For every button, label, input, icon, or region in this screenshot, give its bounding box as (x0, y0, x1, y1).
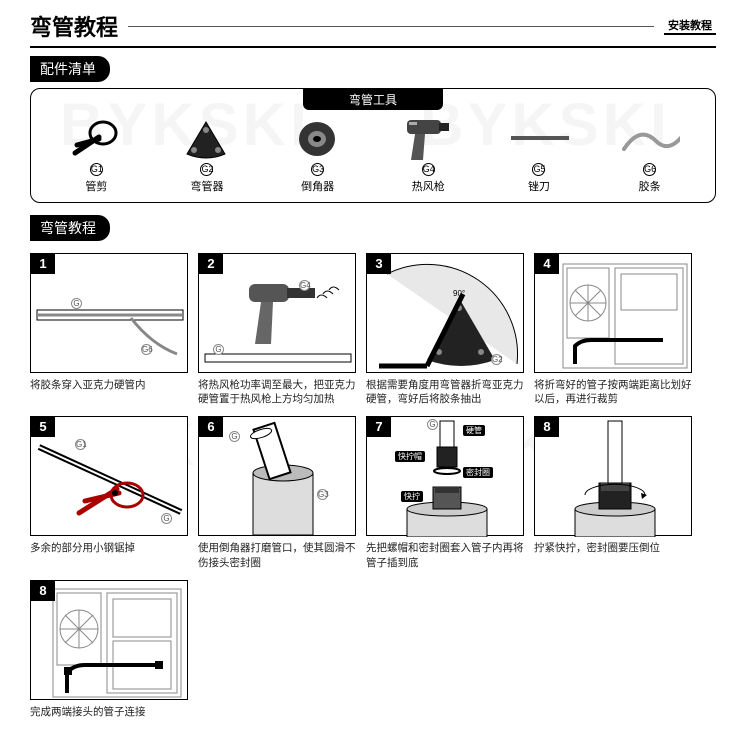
step-caption: 多余的部分用小钢锯掉 (30, 541, 188, 555)
tool-idx: G4 (422, 163, 435, 176)
callout-dot: G6 (141, 344, 152, 355)
page-header: 弯管教程 安装教程 (30, 10, 716, 48)
tools-row: G1 管剪 G2 弯管器 G3 倒角器 G4 热风枪 G5 锉刀 (41, 116, 705, 194)
steps-grid: 1 G G6 将胶条穿入亚克力硬管内 2 (30, 253, 716, 719)
step-caption: 将胶条穿入亚克力硬管内 (30, 378, 188, 392)
tool-label: 胶条 (639, 178, 661, 194)
chamfer-icon (295, 118, 340, 160)
step-caption: 先把螺帽和密封圈套入管子内再将管子插到底 (366, 541, 524, 569)
label-nut: 快拧帽 (395, 451, 425, 462)
callout-dot: G1 (75, 439, 86, 450)
label-tube: 硬管 (463, 425, 485, 436)
step-caption: 将热风枪功率调至最大，把亚克力硬管置于热风枪上方均匀加热 (198, 378, 356, 406)
tool-file: G5 锉刀 (486, 116, 592, 194)
file-icon (509, 129, 569, 149)
step-caption: 使用倒角器打磨管口，使其圆滑不伤接头密封圈 (198, 541, 356, 569)
bender-icon (179, 118, 234, 160)
step-number: 1 (31, 254, 55, 274)
step-3: 3 90° G2 根据需要角度用弯管器折弯亚克力硬管，弯好后将胶条抽出 (366, 253, 524, 406)
label-seal: 密封圈 (463, 467, 493, 478)
step-number: 6 (199, 417, 223, 437)
tool-label: 锉刀 (528, 178, 550, 194)
step-9: 8 完成两端接头的管子连接 (30, 580, 188, 719)
tool-chamfer: G3 倒角器 (265, 116, 371, 194)
callout-dot: G3 (317, 489, 328, 500)
tool-cord: G6 胶条 (596, 116, 702, 194)
step-caption: 根据需要角度用弯管器折弯亚克力硬管，弯好后将胶条抽出 (366, 378, 524, 406)
step-number: 4 (535, 254, 559, 274)
tool-idx: G2 (200, 163, 213, 176)
tool-heatgun: G4 热风枪 (375, 116, 481, 194)
callout-dot: G (71, 298, 82, 309)
tool-label: 管剪 (85, 178, 107, 194)
step-number: 2 (199, 254, 223, 274)
tool-cutter: G1 管剪 (43, 116, 149, 194)
step-2: 2 G4 G 将热风枪功率调至最大，把亚克力硬管置于热风枪上方均匀加热 (198, 253, 356, 406)
tools-box: 弯管工具 G1 管剪 G2 弯管器 G3 倒角器 G4 热风枪 (30, 88, 716, 203)
header-rule (128, 26, 654, 27)
tool-label: 倒角器 (301, 178, 334, 194)
step-caption: 完成两端接头的管子连接 (30, 705, 188, 719)
tool-idx: G1 (90, 163, 103, 176)
tool-idx: G3 (311, 163, 324, 176)
callout-dot: G (213, 344, 224, 355)
cutter-icon (69, 119, 124, 159)
step-7: 7 G 硬管 快拧帽 密封圈 快拧 先把螺帽和密封圈套入管子内再将管子插到底 (366, 416, 524, 569)
tools-title: 弯管工具 (303, 89, 443, 110)
page-title: 弯管教程 (30, 10, 118, 42)
step-caption: 将折弯好的管子按两端距离比划好以后，再进行裁剪 (534, 378, 692, 406)
step-4: 4 将折弯好的管子按两端距离比划好以后，再进行裁剪 (534, 253, 692, 406)
step-number: 3 (367, 254, 391, 274)
cord-icon (620, 121, 680, 156)
heatgun-icon (401, 114, 456, 164)
step-1: 1 G G6 将胶条穿入亚克力硬管内 (30, 253, 188, 406)
step-caption: 拧紧快拧，密封圈要压倒位 (534, 541, 692, 555)
step-6: 6 G G3 使用倒角器打磨管口，使其圆滑不伤接头密封圈 (198, 416, 356, 569)
callout-dot: G2 (491, 354, 502, 365)
step-5: 5 G1 G 多余的部分用小钢锯掉 (30, 416, 188, 569)
header-subtitle: 安装教程 (664, 17, 716, 35)
label-fit: 快拧 (401, 491, 423, 502)
step-8: 8 拧紧快拧，密封圈要压倒位 (534, 416, 692, 569)
step-number: 8 (535, 417, 559, 437)
callout-dot: G4 (299, 280, 310, 291)
tool-idx: G5 (532, 163, 545, 176)
step-number: 8 (31, 581, 55, 601)
section-tag-tutorial: 弯管教程 (30, 215, 110, 241)
tool-idx: G6 (643, 163, 656, 176)
step-number: 5 (31, 417, 55, 437)
tool-label: 弯管器 (190, 178, 223, 194)
step-number: 7 (367, 417, 391, 437)
tool-bender: G2 弯管器 (154, 116, 260, 194)
section-tag-parts: 配件清单 (30, 56, 110, 82)
tool-label: 热风枪 (412, 178, 445, 194)
